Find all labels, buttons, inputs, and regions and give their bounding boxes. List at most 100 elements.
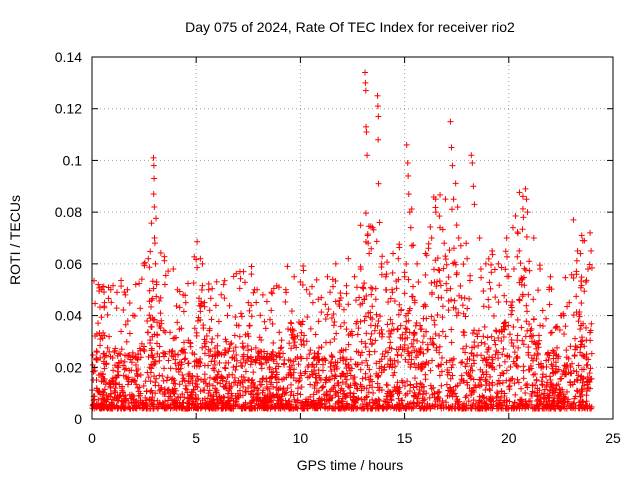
data-point: [366, 348, 373, 355]
data-point: [226, 345, 233, 352]
x-axis-label: GPS time / hours: [297, 457, 404, 473]
data-point: [375, 136, 382, 143]
data-point: [148, 400, 155, 407]
data-point: [425, 245, 432, 252]
data-point: [156, 297, 163, 304]
data-point: [561, 401, 568, 408]
y-tick-label: 0.04: [55, 308, 82, 324]
data-point: [194, 264, 201, 271]
data-point: [337, 323, 344, 330]
data-point: [161, 391, 168, 398]
data-point: [503, 298, 510, 305]
data-point: [507, 363, 514, 370]
data-point: [270, 368, 277, 375]
data-point: [417, 380, 424, 387]
data-point: [145, 374, 152, 381]
data-point: [90, 376, 97, 383]
data-point: [350, 390, 357, 397]
data-point: [467, 277, 474, 284]
data-point: [309, 299, 316, 306]
data-point: [248, 263, 255, 270]
data-point: [488, 261, 495, 268]
data-point: [333, 390, 340, 397]
data-point: [250, 289, 257, 296]
data-point: [354, 331, 361, 338]
data-point: [549, 365, 556, 372]
data-point: [248, 346, 255, 353]
data-point: [322, 316, 329, 323]
data-point: [394, 326, 401, 333]
data-point: [179, 378, 186, 385]
data-point: [411, 299, 418, 306]
data-point: [470, 357, 477, 364]
data-point: [435, 294, 442, 301]
data-point: [150, 191, 157, 198]
data-point: [463, 392, 470, 399]
data-point: [418, 366, 425, 373]
data-point: [223, 401, 230, 408]
data-point: [367, 336, 374, 343]
data-point: [90, 397, 97, 404]
data-point: [424, 346, 431, 353]
data-point: [173, 334, 180, 341]
data-point: [209, 285, 216, 292]
data-point: [182, 299, 189, 306]
data-point: [514, 363, 521, 370]
data-point: [323, 392, 330, 399]
data-point: [423, 315, 430, 322]
data-point: [523, 318, 530, 325]
data-point: [352, 297, 359, 304]
data-point: [273, 352, 280, 359]
data-point: [197, 308, 204, 315]
data-point: [567, 343, 574, 350]
data-point: [208, 339, 215, 346]
y-tick-label: 0.06: [55, 256, 82, 272]
data-point: [151, 373, 158, 380]
data-point: [573, 271, 580, 278]
data-point: [245, 299, 252, 306]
data-point: [485, 255, 492, 262]
data-point: [471, 201, 478, 208]
data-point: [176, 381, 183, 388]
data-point: [300, 267, 307, 274]
data-point: [355, 325, 362, 332]
data-point: [160, 377, 167, 384]
data-point: [258, 360, 265, 367]
data-point: [406, 209, 413, 216]
data-point: [490, 312, 497, 319]
data-point: [581, 237, 588, 244]
data-point: [515, 379, 522, 386]
data-point: [352, 380, 359, 387]
data-point: [359, 375, 366, 382]
data-point: [514, 253, 521, 260]
data-point: [327, 289, 334, 296]
data-point: [511, 380, 518, 387]
data-point: [485, 344, 492, 351]
data-point: [495, 299, 502, 306]
data-point: [306, 290, 313, 297]
data-point: [266, 389, 273, 396]
data-point: [401, 290, 408, 297]
data-point: [492, 327, 499, 334]
data-point: [257, 312, 264, 319]
data-point: [449, 372, 456, 379]
data-point: [217, 380, 224, 387]
data-point: [405, 310, 412, 317]
data-point: [161, 281, 168, 288]
data-point: [101, 365, 108, 372]
data-point: [97, 342, 104, 349]
data-point: [107, 384, 114, 391]
data-point: [461, 329, 468, 336]
data-point: [481, 323, 488, 330]
data-point: [148, 220, 155, 227]
data-point: [406, 388, 413, 395]
data-point: [513, 355, 520, 362]
data-point: [428, 235, 435, 241]
data-point: [156, 357, 163, 364]
data-point: [205, 286, 212, 293]
data-point: [181, 356, 188, 363]
data-point: [378, 326, 385, 333]
data-point: [478, 352, 485, 359]
data-point: [486, 385, 493, 392]
data-point: [493, 328, 500, 335]
